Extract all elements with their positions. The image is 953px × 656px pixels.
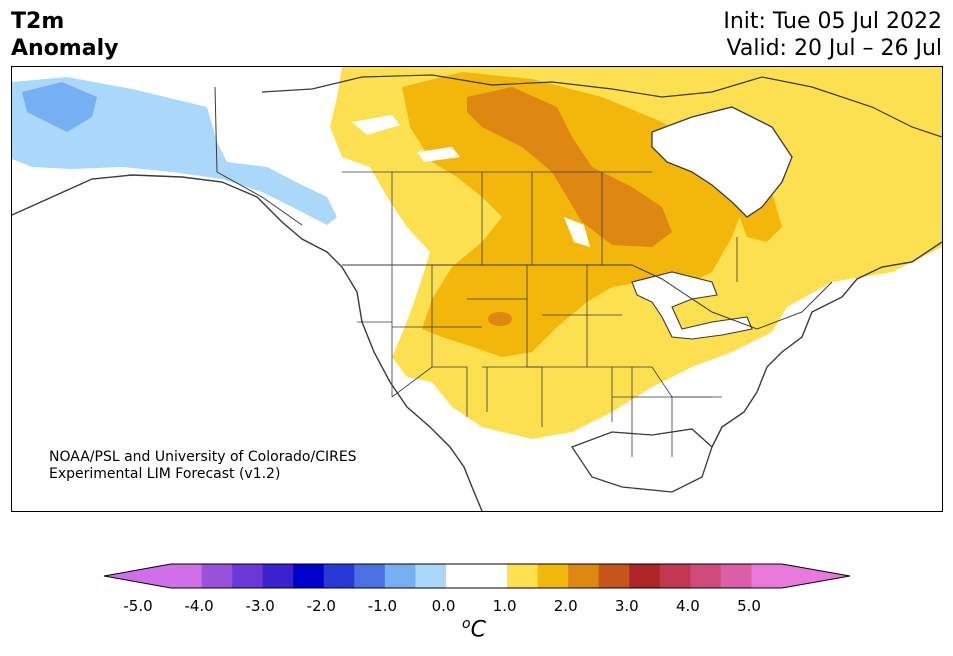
unit-symbol: C	[470, 617, 486, 643]
colorbar-bin	[751, 564, 783, 588]
east-coastline	[711, 241, 942, 448]
unit-label: oC	[462, 616, 486, 642]
colorbar-over-arrow	[782, 564, 850, 588]
colorbar-bin	[507, 564, 538, 588]
colorbar-tick-label: -5.0	[123, 597, 153, 615]
gulf-of-mexico	[571, 428, 713, 493]
map-title: T2m Anomaly	[11, 8, 118, 62]
title-line-1: T2m	[11, 9, 65, 34]
credit-line-2: Experimental LIM Forecast (v1.2)	[49, 466, 281, 482]
colorbar-tick-label: -2.0	[306, 597, 336, 615]
colorbar-bin	[354, 564, 386, 588]
forecast-dates: Init: Tue 05 Jul 2022 Valid: 20 Jul – 26…	[723, 8, 942, 62]
colorbar-bin	[629, 564, 661, 588]
colorbar-bin	[476, 564, 508, 588]
great-lakes	[631, 271, 753, 340]
colorbar-bin	[232, 564, 263, 588]
alaska-border	[214, 86, 303, 226]
colorbar-bin	[262, 564, 294, 588]
colorbar-bin	[537, 564, 569, 588]
colorbar-bin	[690, 564, 722, 588]
colorbar-tick-label: -3.0	[245, 597, 275, 615]
arctic-coastline	[261, 74, 942, 138]
colorbar-bin	[445, 564, 477, 588]
colorbar-tick-label: -4.0	[184, 597, 214, 615]
colorbar-bin	[323, 564, 355, 588]
credit-line-1: NOAA/PSL and University of Colorado/CIRE…	[49, 449, 357, 465]
cold-anomaly-core	[22, 82, 97, 132]
lake-winnipeg	[564, 217, 590, 247]
colorbar-bin	[171, 564, 202, 588]
init-date: Init: Tue 05 Jul 2022	[723, 9, 942, 34]
colorbar-tick-label: 2.0	[553, 597, 578, 615]
unit-degree-prefix: o	[462, 616, 471, 632]
province-borders	[342, 171, 738, 282]
colorbar-bin	[720, 564, 752, 588]
colorbar-bin	[598, 564, 630, 588]
colorbar-bin	[415, 564, 447, 588]
hudson-bay	[651, 106, 793, 218]
colorbar-tick-label: 3.0	[614, 597, 639, 615]
west-coastline	[12, 174, 483, 511]
forecast-credit: NOAA/PSL and University of Colorado/CIRE…	[49, 449, 357, 483]
ice-patch	[417, 147, 460, 162]
cold-anomaly-region	[12, 77, 337, 225]
warm-anomaly-spot	[488, 312, 512, 326]
valid-date: Valid: 20 Jul – 26 Jul	[726, 36, 942, 61]
colorbar-bin	[201, 564, 233, 588]
colorbar	[104, 563, 850, 589]
colorbar-under-arrow	[104, 564, 171, 588]
colorbar-bin	[293, 564, 325, 588]
anomaly-map	[11, 66, 943, 512]
state-borders	[357, 265, 722, 457]
colorbar-tick-label: 1.0	[492, 597, 517, 615]
colorbar-bin	[384, 564, 416, 588]
title-line-2: Anomaly	[11, 36, 119, 61]
colorbar-tick-label: -1.0	[367, 597, 398, 615]
warm-anomaly-core	[467, 87, 672, 247]
colorbar-tick-label: 5.0	[737, 597, 761, 615]
colorbar-bin	[568, 564, 599, 588]
colorbar-tick-label: 4.0	[675, 597, 700, 615]
map-canvas	[12, 67, 942, 511]
colorbar-tick-label: 0.0	[431, 597, 456, 615]
ice-patch	[352, 115, 400, 135]
us-canada-border	[342, 264, 833, 330]
colorbar-bin	[659, 564, 691, 588]
